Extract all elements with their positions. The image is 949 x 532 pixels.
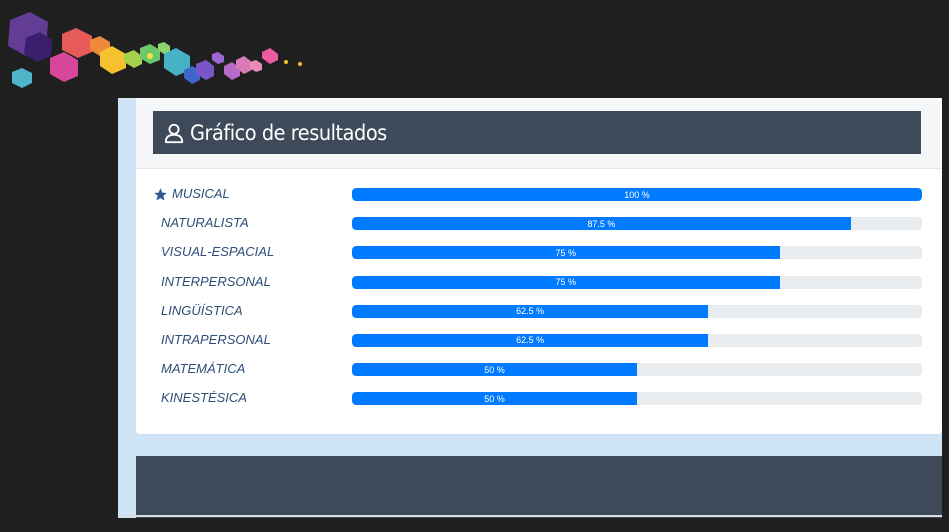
progress-track: 75 %	[352, 246, 922, 259]
result-row: INTERPERSONAL 75 %	[136, 274, 942, 303]
results-card: Gráfico de resultados MUSICAL 100 % NATURA…	[136, 98, 942, 434]
results-list: MUSICAL 100 % NATURALISTA 87.5 % VISUAL-ESPA…	[136, 186, 942, 420]
result-row: INTRAPERSONAL 62.5 %	[136, 332, 942, 361]
result-label: MUSICAL	[161, 186, 230, 202]
progress-value: 100 %	[624, 190, 650, 200]
result-label: MATEMÁTICA	[161, 361, 245, 377]
result-label: KINESTÉSICA	[161, 390, 247, 406]
star-icon	[153, 187, 168, 202]
progress-bar: 87.5 %	[352, 217, 851, 230]
result-label-text: INTRAPERSONAL	[161, 332, 271, 348]
progress-value: 75 %	[555, 277, 576, 287]
result-label-text: KINESTÉSICA	[161, 390, 247, 406]
user-icon	[163, 122, 185, 144]
progress-value: 62.5 %	[516, 306, 544, 316]
progress-bar: 75 %	[352, 246, 780, 259]
result-label: INTRAPERSONAL	[161, 332, 271, 348]
progress-value: 62.5 %	[516, 335, 544, 345]
progress-bar: 50 %	[352, 363, 637, 376]
result-label: INTERPERSONAL	[161, 274, 271, 290]
decorative-hexagons-logo	[0, 0, 320, 95]
result-row: MATEMÁTICA 50 %	[136, 361, 942, 390]
title-bar: Gráfico de resultados	[153, 111, 921, 154]
result-label-text: VISUAL-ESPACIAL	[161, 244, 274, 260]
progress-bar: 62.5 %	[352, 334, 708, 347]
result-row: VISUAL-ESPACIAL 75 %	[136, 244, 942, 273]
page-title: Gráfico de resultados	[190, 121, 387, 145]
progress-track: 62.5 %	[352, 334, 922, 347]
progress-track: 75 %	[352, 276, 922, 289]
card-header: Gráfico de resultados	[136, 98, 942, 169]
progress-value: 87.5 %	[587, 219, 615, 229]
result-label-text: MATEMÁTICA	[161, 361, 245, 377]
result-row: NATURALISTA 87.5 %	[136, 215, 942, 244]
result-label-text: INTERPERSONAL	[161, 274, 271, 290]
bottom-divider	[118, 515, 942, 517]
result-label-text: NATURALISTA	[161, 215, 249, 231]
progress-bar: 75 %	[352, 276, 780, 289]
result-row: KINESTÉSICA 50 %	[136, 390, 942, 419]
progress-bar: 62.5 %	[352, 305, 708, 318]
progress-value: 75 %	[555, 248, 576, 258]
result-row: MUSICAL 100 %	[136, 186, 942, 215]
result-label-text: MUSICAL	[172, 186, 230, 202]
footer-bar	[136, 456, 942, 518]
progress-track: 50 %	[352, 363, 922, 376]
progress-track: 50 %	[352, 392, 922, 405]
result-label-text: LINGÜÍSTICA	[161, 303, 243, 319]
progress-track: 100 %	[352, 188, 922, 201]
result-label: LINGÜÍSTICA	[161, 303, 243, 319]
progress-track: 62.5 %	[352, 305, 922, 318]
result-row: LINGÜÍSTICA 62.5 %	[136, 303, 942, 332]
progress-bar: 50 %	[352, 392, 637, 405]
progress-bar: 100 %	[352, 188, 922, 201]
results-panel: Gráfico de resultados MUSICAL 100 % NATURA…	[118, 98, 942, 518]
result-label: VISUAL-ESPACIAL	[161, 244, 274, 260]
progress-value: 50 %	[484, 365, 505, 375]
progress-track: 87.5 %	[352, 217, 922, 230]
progress-value: 50 %	[484, 394, 505, 404]
result-label: NATURALISTA	[161, 215, 249, 231]
